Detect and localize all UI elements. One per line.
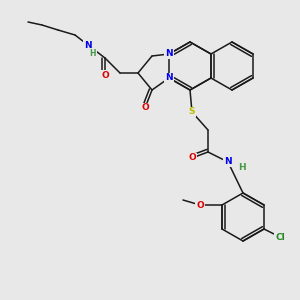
Text: N: N (165, 50, 173, 58)
Text: O: O (141, 103, 149, 112)
Text: O: O (101, 70, 109, 80)
Text: N: N (84, 40, 92, 50)
Text: O: O (196, 200, 204, 209)
Text: Cl: Cl (275, 232, 285, 242)
Text: N: N (224, 158, 232, 166)
Text: S: S (189, 107, 195, 116)
Text: H: H (238, 164, 246, 172)
Text: H: H (90, 49, 96, 58)
Text: O: O (188, 154, 196, 163)
Text: N: N (165, 74, 173, 82)
